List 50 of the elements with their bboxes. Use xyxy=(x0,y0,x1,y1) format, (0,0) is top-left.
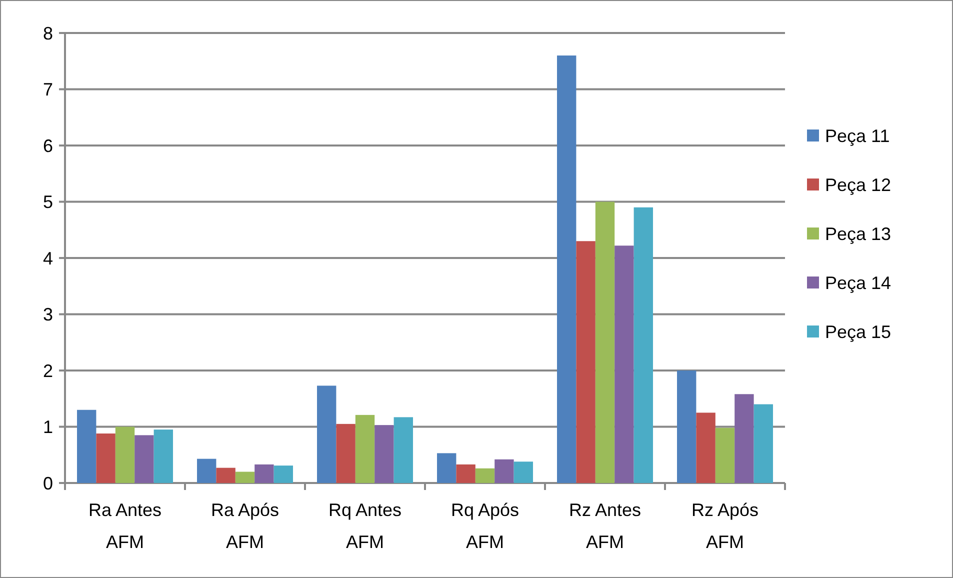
bar xyxy=(557,56,576,483)
bar xyxy=(437,453,456,483)
bar xyxy=(475,468,495,483)
y-tick-label: 8 xyxy=(42,23,53,44)
bar xyxy=(96,434,116,483)
bar xyxy=(254,464,274,483)
bar xyxy=(595,202,615,483)
bar xyxy=(576,241,596,483)
y-tick-label: 7 xyxy=(42,80,53,100)
bar xyxy=(696,412,716,483)
bar xyxy=(115,426,135,483)
bar xyxy=(715,428,735,483)
bar xyxy=(355,414,375,483)
bar xyxy=(336,424,356,483)
legend-label: Peça 12 xyxy=(825,174,892,195)
bar xyxy=(197,458,216,483)
x-tick-label: Rz Após AFM xyxy=(691,500,759,552)
bar xyxy=(77,410,96,483)
bar xyxy=(514,462,533,483)
legend-label: Peça 13 xyxy=(825,224,892,244)
bar xyxy=(677,370,696,483)
bar xyxy=(614,246,634,483)
bar xyxy=(216,468,236,483)
bar xyxy=(456,464,476,483)
x-tick-label: Rz Antes AFM xyxy=(568,500,642,552)
y-tick-label: 4 xyxy=(42,248,53,268)
bar xyxy=(634,207,653,483)
bar xyxy=(754,404,773,483)
y-tick-label: 2 xyxy=(42,360,53,381)
legend-label: Peça 11 xyxy=(825,126,890,146)
bar xyxy=(134,435,154,483)
x-tick-label: Ra Antes AFM xyxy=(88,500,162,552)
bar xyxy=(494,459,514,483)
legend-label: Peça 14 xyxy=(825,272,892,293)
y-tick-label: 6 xyxy=(42,136,53,156)
y-tick-label: 0 xyxy=(42,473,53,494)
bar xyxy=(394,417,413,483)
y-tick-label: 3 xyxy=(42,304,53,325)
legend-label: Peça 15 xyxy=(825,322,892,342)
y-tick-label: 5 xyxy=(42,192,53,212)
bar xyxy=(374,425,394,483)
x-tick-label: Rq Antes AFM xyxy=(328,500,402,552)
y-tick-label: 1 xyxy=(42,417,53,438)
bar xyxy=(734,394,754,483)
x-tick-label: Ra Após AFM xyxy=(210,500,280,552)
bar xyxy=(274,466,293,483)
bar xyxy=(154,430,173,483)
bar xyxy=(235,472,255,483)
x-tick-label: Rq Após AFM xyxy=(450,500,520,552)
bar xyxy=(317,386,336,483)
